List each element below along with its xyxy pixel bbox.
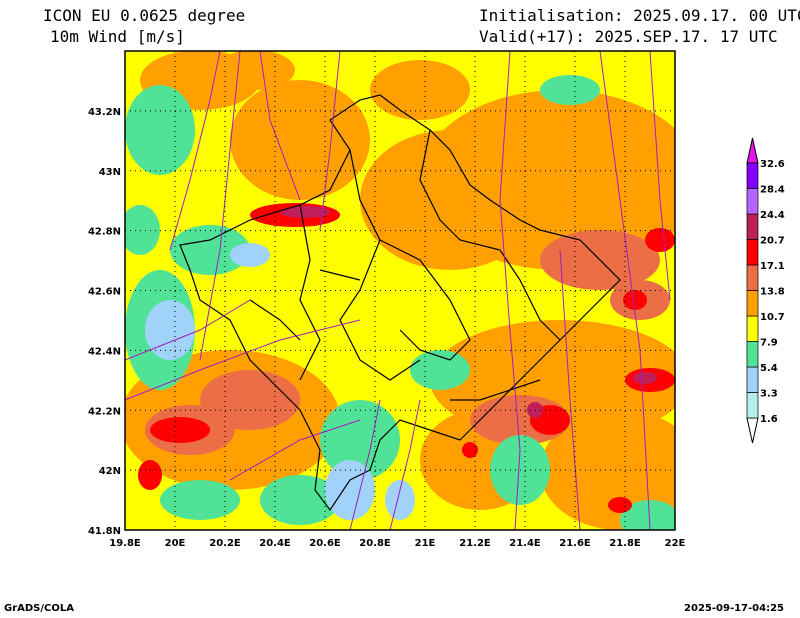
gridlines	[125, 51, 675, 530]
model-title: ICON EU 0.0625 degree	[43, 6, 246, 25]
colorbar-swatch	[746, 290, 759, 317]
borders	[179, 94, 621, 512]
wind-contour	[150, 417, 210, 443]
lon-tick-label: 21.4E	[509, 538, 541, 549]
colorbar-label: 13.8	[760, 287, 785, 298]
wind-contour	[608, 497, 632, 513]
variable-title: 10m Wind [m/s]	[50, 27, 185, 46]
wind-contour	[410, 350, 470, 390]
wind-contour	[620, 500, 675, 530]
streamline	[319, 51, 341, 231]
streamline	[559, 249, 581, 530]
wind-field	[125, 51, 675, 530]
wind-contour	[385, 480, 415, 520]
wind-contour	[125, 205, 160, 255]
streamline	[599, 51, 651, 530]
lat-tick-label: 42.6N	[88, 287, 121, 298]
colorbar-swatch	[746, 366, 759, 393]
valid-time: Valid(+17): 2025.SEP.17. 17 UTC	[479, 27, 778, 46]
colorbar-swatch	[746, 264, 759, 291]
wind-contour	[320, 400, 400, 480]
border-line	[339, 129, 561, 381]
streamline	[229, 419, 361, 481]
streamline	[349, 399, 381, 530]
lon-tick-label: 19.8E	[109, 538, 141, 549]
lon-tick-label: 21.2E	[459, 538, 491, 549]
plot-frame	[124, 50, 676, 531]
lat-tick-label: 43N	[99, 167, 121, 178]
border-line	[179, 94, 621, 512]
wind-contour	[325, 460, 375, 520]
lon-tick-label: 20.8E	[359, 538, 391, 549]
colorbar-label: 3.3	[760, 389, 778, 400]
colorbar-swatch	[746, 162, 759, 189]
wind-contour	[540, 410, 675, 530]
wind-contour	[145, 300, 195, 360]
streamline	[125, 319, 361, 401]
wind-contour	[645, 228, 675, 252]
init-time: Initialisation: 2025.09.17. 00 UTC	[479, 6, 800, 25]
streamlines	[125, 51, 671, 530]
streamline	[649, 51, 671, 301]
lon-tick-label: 21.8E	[609, 538, 641, 549]
colorbar-label: 20.7	[760, 236, 785, 247]
wind-contour	[633, 372, 657, 384]
wind-contour	[360, 130, 540, 270]
lat-tick-label: 43.2N	[88, 107, 121, 118]
wind-contour	[370, 60, 470, 120]
lon-tick-label: 21.6E	[559, 538, 591, 549]
colorbar-label: 10.7	[760, 312, 785, 323]
streamline	[389, 399, 421, 530]
lon-tick-label: 20E	[165, 538, 186, 549]
colorbar-label: 24.4	[760, 210, 785, 221]
lon-tick-label: 20.4E	[259, 538, 291, 549]
wind-contour	[540, 75, 600, 105]
axis-labels: 19.8E 20E 20.2E 20.4E 20.6E 20.8E 21E 21.2E 21.4…	[88, 107, 686, 549]
wind-contour	[230, 243, 270, 267]
wind-contour	[623, 290, 647, 310]
colorbar-label: 1.6	[760, 414, 778, 425]
colorbar-high-arrow	[746, 137, 759, 164]
lat-tick-label: 41.8N	[88, 526, 121, 537]
colorbar-swatch	[746, 213, 759, 240]
wind-contour	[462, 442, 478, 458]
border-line	[249, 269, 541, 401]
lat-tick-label: 42.8N	[88, 227, 121, 238]
lat-tick-label: 42N	[99, 466, 121, 477]
colorbar-label: 7.9	[760, 338, 778, 349]
wind-contour	[260, 475, 340, 525]
lon-tick-label: 20.6E	[309, 538, 341, 549]
colorbar-label: 28.4	[760, 185, 785, 196]
border-line	[299, 149, 471, 381]
footer-right: 2025-09-17-04:25	[684, 603, 784, 614]
colorbar: 1.6 3.3 5.4 7.9 10.7 13.8 17.1 20.7 24.4 28.4 32.6	[746, 137, 785, 444]
colorbar-swatch	[746, 315, 759, 342]
lon-tick-label: 20.2E	[209, 538, 241, 549]
streamline	[499, 51, 521, 530]
lat-tick-label: 42.4N	[88, 346, 121, 357]
wind-contour	[160, 480, 240, 520]
footer-left: GrADS/COLA	[4, 603, 74, 614]
lon-tick-label: 22E	[665, 538, 686, 549]
lon-tick-label: 21E	[415, 538, 436, 549]
colorbar-low-arrow	[746, 417, 759, 444]
wind-contour	[170, 225, 250, 275]
wind-contour	[138, 460, 162, 490]
colorbar-swatch	[746, 341, 759, 368]
lat-tick-label: 42.2N	[88, 406, 121, 417]
colorbar-label: 5.4	[760, 363, 778, 374]
streamline	[169, 51, 221, 251]
colorbar-label: 32.6	[760, 159, 785, 170]
wind-contour	[125, 85, 195, 175]
colorbar-swatch	[746, 188, 759, 215]
colorbar-label: 17.1	[760, 261, 785, 272]
wind-contour	[280, 206, 330, 218]
colorbar-swatch	[746, 392, 759, 419]
wind-contour	[230, 80, 370, 200]
wind-contour	[215, 51, 295, 90]
colorbar-swatch	[746, 239, 759, 266]
streamline	[199, 51, 241, 361]
streamline	[259, 51, 301, 201]
